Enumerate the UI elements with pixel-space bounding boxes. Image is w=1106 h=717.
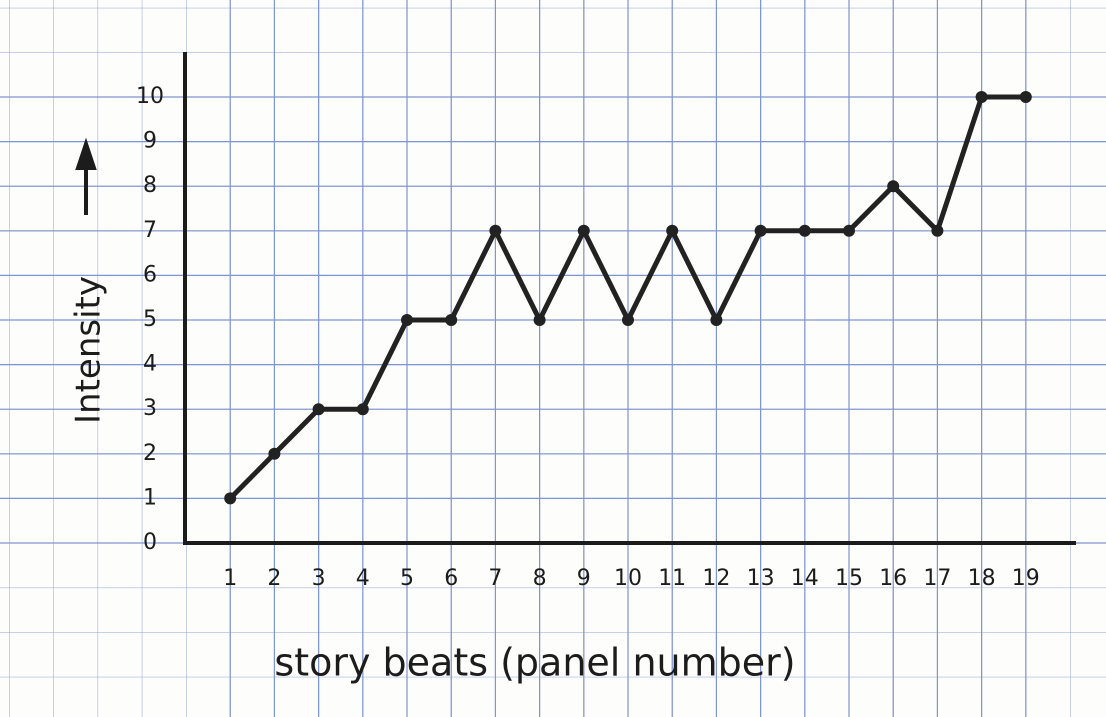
data-point — [1019, 91, 1032, 103]
data-point — [401, 314, 413, 326]
data-point — [931, 224, 944, 237]
x-tick-label: 17 — [923, 566, 951, 591]
x-tick-label: 18 — [968, 566, 996, 591]
y-tick-label: 8 — [143, 173, 157, 198]
y-tick-label: 3 — [143, 396, 157, 421]
data-point — [445, 314, 458, 326]
data-point — [666, 224, 679, 237]
data-point — [268, 447, 281, 460]
y-tick-label: 2 — [143, 441, 157, 466]
x-tick-label: 9 — [577, 566, 591, 591]
data-point — [798, 224, 811, 237]
x-tick-label: 5 — [400, 566, 414, 591]
data-point — [622, 314, 634, 326]
x-tick-label: 15 — [835, 566, 863, 591]
x-tick-label: 7 — [488, 566, 502, 591]
x-axis-label: story beats (panel number) — [274, 641, 795, 685]
data-point — [754, 224, 767, 237]
x-tick-label: 13 — [747, 566, 775, 591]
y-tick-label: 4 — [143, 352, 157, 377]
y-tick-label: 6 — [143, 262, 157, 287]
data-point — [577, 224, 590, 237]
data-point — [533, 314, 546, 326]
x-tick-label: 3 — [312, 566, 326, 591]
y-tick-label: 5 — [143, 307, 157, 332]
x-tick-label: 12 — [702, 566, 730, 591]
y-tick-label: 1 — [143, 485, 157, 510]
data-point — [356, 403, 369, 416]
data-point — [710, 314, 723, 326]
x-tick-label: 19 — [1012, 566, 1040, 591]
data-point — [312, 403, 325, 416]
x-tick-label: 10 — [614, 566, 642, 591]
data-point — [975, 91, 988, 103]
y-axis-label: Intensity — [69, 276, 109, 424]
y-tick-label: 7 — [143, 218, 157, 243]
y-tick-label: 9 — [143, 129, 157, 154]
x-tick-label: 16 — [879, 566, 907, 591]
x-tick-label: 1 — [223, 566, 237, 591]
x-tick-label: 4 — [356, 566, 370, 591]
x-tick-label: 14 — [791, 566, 819, 591]
data-point — [224, 492, 237, 505]
y-arrow — [75, 137, 97, 215]
y-tick-label: 0 — [143, 530, 157, 555]
data-point — [887, 180, 900, 193]
x-tick-label: 6 — [444, 566, 458, 591]
data-point — [489, 224, 502, 237]
x-tick-label: 11 — [658, 566, 686, 591]
y-tick-label: 10 — [136, 84, 164, 109]
data-point — [843, 224, 855, 237]
x-tick-label: 2 — [267, 566, 281, 591]
x-tick-label: 8 — [533, 566, 547, 591]
